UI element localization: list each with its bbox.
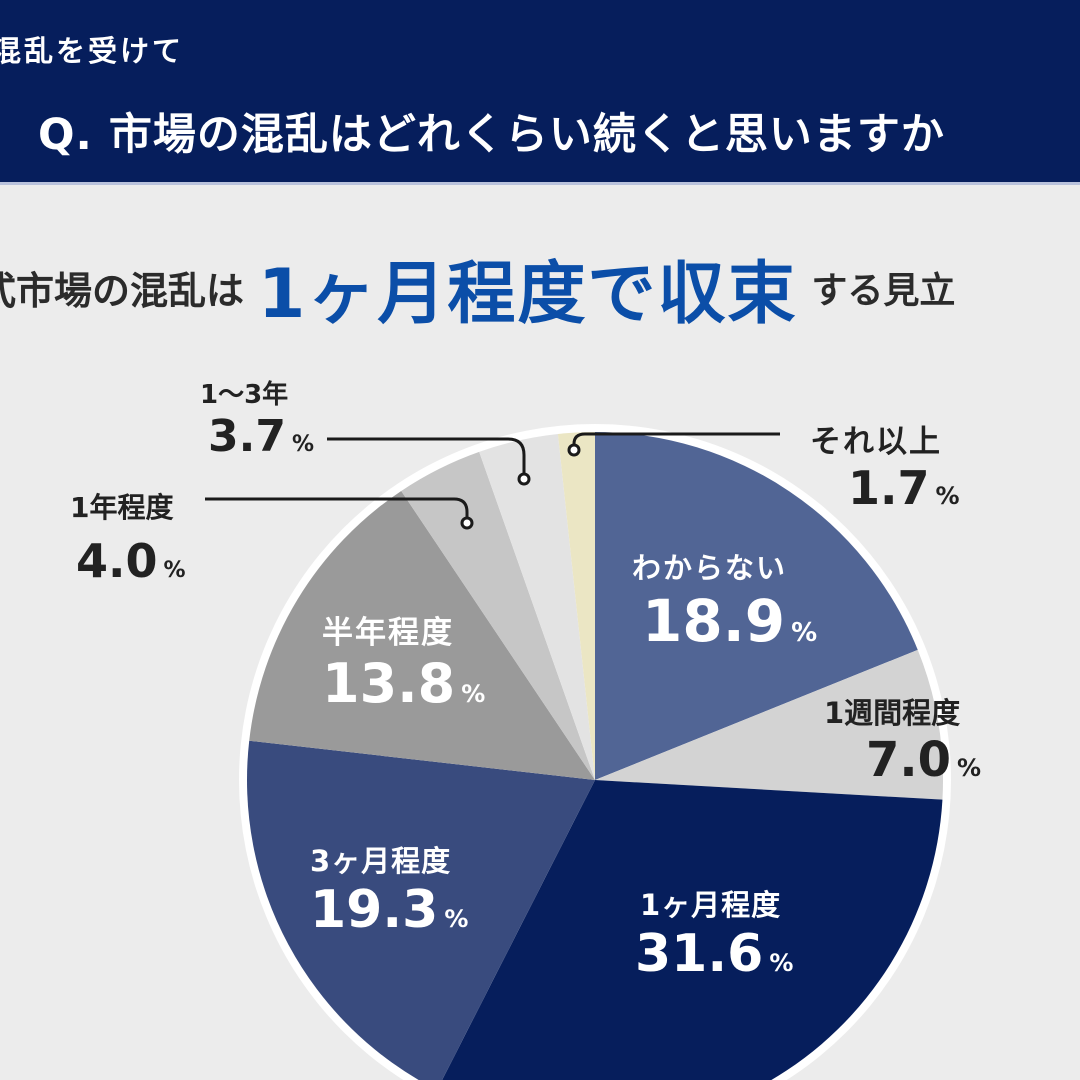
headline-prefix: 式市場の混乱は [0,269,245,313]
label-1year: 1年程度 4.0% [70,491,186,588]
label-1to3year: 1〜3年 3.7% [200,380,314,462]
headline: 式市場の混乱は 1ヶ月程度で収束 する見立 [0,238,955,337]
label-week: 1週間程度 7.0% [824,696,982,788]
leader-lines [205,432,780,530]
pie-slice [595,432,918,780]
question-title: Q. 市場の混乱はどれくらい続くと思いますか [38,110,945,160]
pie-slice [247,740,595,1080]
header-subtitle: 混乱を受けて [0,34,185,68]
label-wakaranai: わからない 18.9% [632,551,818,655]
pie-slice [249,490,595,780]
header-banner: 混乱を受けて Q. 市場の混乱はどれくらい続くと思いますか [0,0,1080,182]
leader-line-1to3yr [327,437,526,474]
label-halfyear: 半年程度 13.8% [322,615,486,715]
label-more: それ以上 1.7% [810,424,960,515]
pie-slice [479,433,595,780]
leader-dot-1to3yr [517,472,531,486]
label-1month: 1ヶ月程度 31.6% [635,888,794,984]
headline-suffix: する見立 [811,270,956,312]
pie-slices [247,432,943,1080]
leader-line-1yr [205,497,469,518]
leader-dot-1yr [460,516,474,530]
pie-slice [557,432,595,780]
leader-dot-more [567,443,581,457]
pie-slice [401,451,595,780]
label-3month: 3ヶ月程度 19.3% [310,844,469,940]
header-divider [0,182,1080,185]
pie-slice [595,649,943,800]
pie-slice [442,780,943,1080]
headline-highlight: 1ヶ月程度で収束 [258,255,798,334]
